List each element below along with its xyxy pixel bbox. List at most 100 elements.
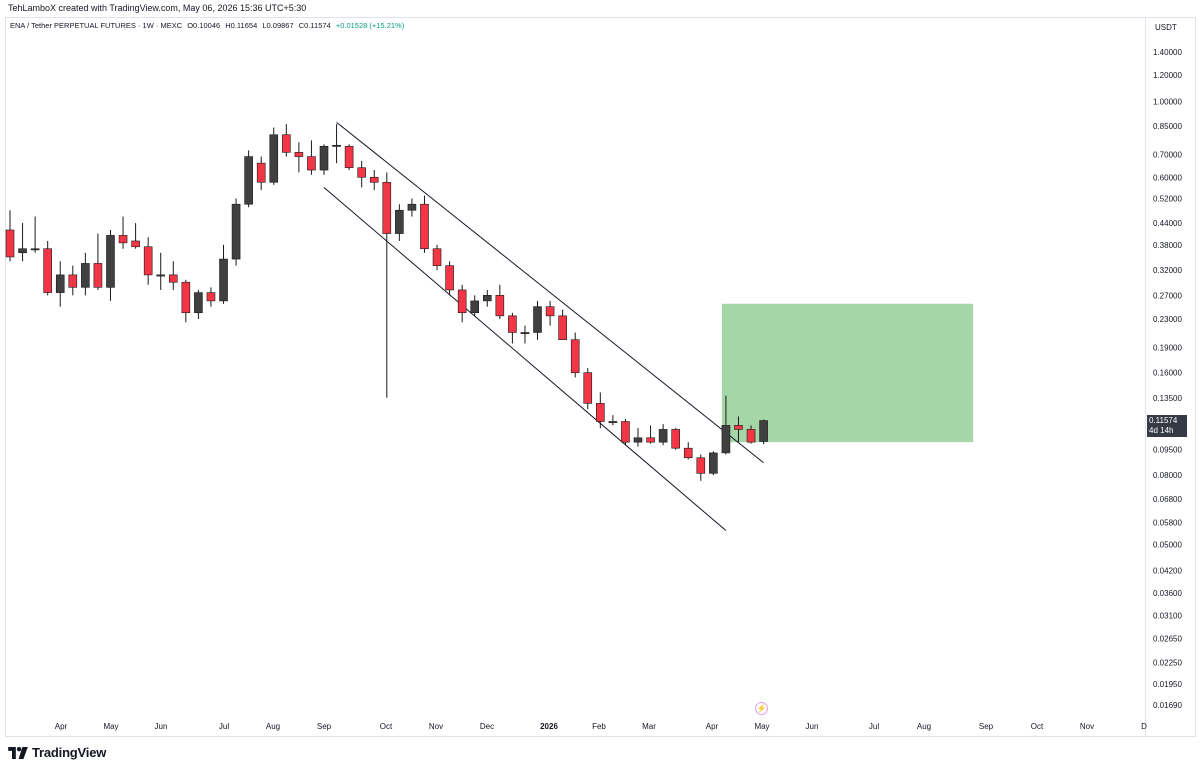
- x-tick-label: Jun: [806, 722, 819, 731]
- candle-body: [156, 274, 166, 277]
- candle-body: [244, 156, 253, 205]
- candle-body: [93, 263, 103, 288]
- candle-body: [709, 452, 718, 474]
- lightning-icon[interactable]: ⚡: [755, 702, 768, 715]
- candle-body: [621, 421, 630, 443]
- bar-countdown: 4d 14h: [1149, 425, 1174, 435]
- candle-body: [319, 145, 329, 171]
- x-tick-label: Oct: [380, 722, 393, 731]
- last-price-value: 0.11574: [1149, 415, 1178, 425]
- footer-brand[interactable]: TradingView: [8, 745, 106, 760]
- candle-body: [81, 263, 90, 288]
- y-tick-label: 1.40000: [1153, 48, 1182, 57]
- candle-body: [357, 167, 366, 178]
- legend-close: C0.11574: [298, 21, 331, 30]
- y-tick-label: 0.06800: [1153, 495, 1182, 504]
- candle-body: [18, 248, 27, 254]
- candle-body: [344, 145, 354, 169]
- candle-body: [721, 425, 731, 454]
- y-tick-label: 0.70000: [1153, 150, 1182, 159]
- x-tick-label: Jul: [219, 722, 229, 731]
- symbol-name[interactable]: ENA / Tether PERPETUAL FUTURES · 1W · ME…: [10, 21, 183, 30]
- y-tick-label: 0.09500: [1153, 446, 1182, 455]
- candle-body: [118, 235, 128, 244]
- y-tick-label: 0.44000: [1153, 219, 1182, 228]
- y-tick-label: 1.20000: [1153, 71, 1182, 80]
- candle-body: [457, 289, 467, 314]
- y-tick-label: 0.01690: [1153, 701, 1182, 710]
- tradingview-logo-icon: [8, 746, 28, 759]
- candle-body: [407, 203, 417, 211]
- y-tick-label: 0.01950: [1153, 680, 1182, 689]
- candle-body: [332, 144, 341, 147]
- candle-body: [131, 240, 140, 248]
- candle-body: [495, 295, 505, 317]
- candle-body: [307, 156, 316, 171]
- y-tick-label: 0.03600: [1153, 589, 1182, 598]
- candle-body: [206, 292, 216, 302]
- x-tick-label: Apr: [706, 722, 719, 731]
- y-tick-label: 0.38000: [1153, 241, 1182, 250]
- x-tick-label: 2026: [540, 722, 558, 731]
- x-tick-label: Sep: [979, 722, 994, 731]
- y-tick-label: 0.13500: [1153, 394, 1182, 403]
- y-tick-label: 1.00000: [1153, 98, 1182, 107]
- y-tick-label: 0.02650: [1153, 634, 1182, 643]
- candle-body: [608, 421, 618, 423]
- candle-body: [256, 162, 266, 183]
- candle-body: [470, 300, 480, 314]
- y-tick-label: 0.27000: [1153, 291, 1182, 300]
- target-zone: [721, 303, 974, 443]
- candle-body: [55, 274, 65, 293]
- candle-body: [558, 315, 567, 340]
- candle-body: [445, 265, 454, 291]
- candle-body: [181, 281, 191, 314]
- candle-body: [282, 134, 291, 153]
- y-tick-label: 0.08000: [1153, 471, 1182, 480]
- x-tick-label: Sep: [317, 722, 332, 731]
- candle-body: [570, 339, 580, 373]
- candle-body: [68, 274, 78, 288]
- last-price-label: 0.11574 4d 14h: [1147, 414, 1187, 437]
- chart-pane[interactable]: [5, 17, 1146, 737]
- y-tick-label: 0.05800: [1153, 519, 1182, 528]
- candle-body: [696, 457, 706, 474]
- candle-body: [671, 429, 680, 449]
- chart-caption: TehLamboX created with TradingView.com, …: [8, 3, 307, 13]
- candle-body: [545, 306, 555, 317]
- x-tick-label: Oct: [1031, 722, 1044, 731]
- y-tick-label: 0.19000: [1153, 343, 1182, 352]
- brand-name: TradingView: [32, 745, 107, 760]
- y-tick-label: 0.60000: [1153, 173, 1182, 182]
- legend-low: L0.09867: [262, 21, 294, 30]
- x-tick-label: D: [1141, 722, 1147, 731]
- candle-body: [269, 134, 279, 183]
- candle-body: [683, 447, 693, 459]
- candle-body: [43, 248, 52, 293]
- candle-body: [194, 292, 203, 314]
- candle-body: [633, 437, 643, 443]
- x-tick-label: Nov: [429, 722, 443, 731]
- candle-body: [106, 235, 115, 288]
- candle-body: [533, 306, 542, 333]
- x-tick-label: Jul: [869, 722, 879, 731]
- channel-line-0: [336, 121, 764, 464]
- candle-body: [596, 403, 605, 422]
- candle-body: [395, 209, 404, 234]
- candle-body: [520, 332, 530, 334]
- candle-body: [482, 295, 492, 302]
- price-scale[interactable]: [1146, 17, 1196, 737]
- y-tick-label: 0.16000: [1153, 369, 1182, 378]
- x-tick-label: Nov: [1080, 722, 1094, 731]
- legend-open: O0.10046: [187, 21, 221, 30]
- channel-line-1: [323, 187, 727, 531]
- currency-label[interactable]: USDT: [1155, 23, 1177, 32]
- candle-body: [420, 203, 429, 250]
- legend-change: +0.01528 (+15.21%): [335, 21, 405, 30]
- candle-body: [646, 437, 655, 443]
- candle-body: [143, 246, 153, 276]
- candle-body: [658, 429, 668, 443]
- legend-high: H0.11654: [225, 21, 258, 30]
- y-tick-label: 0.52000: [1153, 194, 1182, 203]
